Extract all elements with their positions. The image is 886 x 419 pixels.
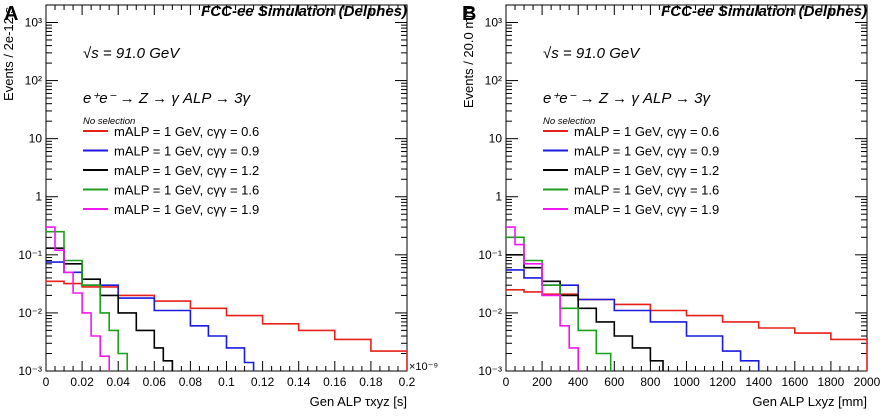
series-line-1 bbox=[46, 261, 255, 371]
legend-entry: mALP = 1 GeV, cγγ = 1.2 bbox=[574, 163, 719, 178]
energy-label: √s = 91.0 GeV bbox=[543, 45, 641, 62]
legend-entry: mALP = 1 GeV, cγγ = 0.6 bbox=[574, 124, 719, 139]
y-tick-label: 1 bbox=[495, 190, 502, 204]
y-tick-label: 10⁻² bbox=[478, 306, 502, 320]
legend-entry: mALP = 1 GeV, cγγ = 1.9 bbox=[574, 202, 719, 217]
x-tick-label: 0.14 bbox=[287, 375, 311, 389]
y-tick-label: 10 bbox=[489, 132, 503, 146]
x-tick-label: 0.16 bbox=[323, 375, 347, 389]
process-label: e⁺e⁻ → Z → γ ALP → 3γ bbox=[543, 90, 711, 107]
x-axis-title: Gen ALP Lxyz [mm] bbox=[752, 394, 867, 409]
y-axis-title: Events / 2e-12 s bbox=[1, 7, 16, 101]
y-axis-title: Events / 20.0 mm bbox=[461, 7, 476, 108]
chart-panel-a: 10⁻³ 10⁻² 10⁻¹ 1 10 10² 10³ 0 0.02 0.04 0.06 0.08 0.… bbox=[1, 3, 438, 409]
y-tick-label: 10⁻¹ bbox=[18, 248, 42, 262]
panel-letter: A bbox=[4, 3, 18, 25]
x-tick-label: 0.08 bbox=[179, 375, 203, 389]
y-tick-label: 10 bbox=[29, 132, 43, 146]
x-tick-label: 1000 bbox=[673, 375, 700, 389]
x-tick-label: 2000 bbox=[854, 375, 881, 389]
x-tick-label: 1400 bbox=[745, 375, 772, 389]
x-tick-label: 0.02 bbox=[70, 375, 94, 389]
series-line-2 bbox=[46, 247, 174, 371]
x-tick-label: 1200 bbox=[709, 375, 736, 389]
selection-label: No selection bbox=[83, 116, 135, 127]
x-exponent-label: ×10⁻⁹ bbox=[409, 361, 438, 373]
y-tick-label: 10² bbox=[25, 74, 42, 88]
x-tick-label: 0 bbox=[43, 375, 50, 389]
series-line-2 bbox=[506, 254, 664, 371]
legend-entry: mALP = 1 GeV, cγγ = 0.9 bbox=[114, 144, 259, 159]
legend-entry: mALP = 1 GeV, cγγ = 1.2 bbox=[114, 163, 259, 178]
y-tick-label: 10⁻³ bbox=[18, 364, 42, 378]
x-tick-label: 1600 bbox=[781, 375, 808, 389]
x-tick-label: 800 bbox=[640, 375, 660, 389]
x-tick-label: 0.12 bbox=[251, 375, 275, 389]
x-tick-label: 0.2 bbox=[399, 375, 416, 389]
chart-panel-b: 10⁻³ 10⁻² 10⁻¹ 1 10 10² 10³ 0 200 400 600 800 1000 12… bbox=[461, 3, 881, 409]
legend-entry: mALP = 1 GeV, cγγ = 0.6 bbox=[114, 124, 259, 139]
energy-label: √s = 91.0 GeV bbox=[83, 45, 181, 62]
chart-title: FCC-ee Simulation (Delphes) bbox=[661, 3, 867, 20]
series-line-3 bbox=[506, 236, 612, 371]
x-tick-label: 0.1 bbox=[218, 375, 235, 389]
y-tick-label: 1 bbox=[35, 190, 42, 204]
x-tick-label: 0 bbox=[503, 375, 510, 389]
process-label: e⁺e⁻ → Z → γ ALP → 3γ bbox=[83, 90, 251, 107]
y-tick-label: 10² bbox=[485, 74, 502, 88]
panel-letter: B bbox=[462, 3, 476, 25]
legend-entry: mALP = 1 GeV, cγγ = 1.9 bbox=[114, 202, 259, 217]
series-line-4 bbox=[46, 226, 110, 371]
y-tick-label: 10⁻¹ bbox=[478, 248, 502, 262]
legend-entry: mALP = 1 GeV, cγγ = 1.6 bbox=[114, 183, 259, 198]
x-tick-label: 1800 bbox=[818, 375, 845, 389]
y-tick-label: 10⁻³ bbox=[478, 364, 502, 378]
x-tick-label: 200 bbox=[532, 375, 552, 389]
x-tick-label: 0.04 bbox=[107, 375, 131, 389]
legend-entry: mALP = 1 GeV, cγγ = 0.9 bbox=[574, 144, 719, 159]
legend-entry: mALP = 1 GeV, cγγ = 1.6 bbox=[574, 183, 719, 198]
series-line-4 bbox=[506, 226, 579, 371]
selection-label: No selection bbox=[543, 116, 595, 127]
x-tick-label: 400 bbox=[568, 375, 588, 389]
series-line-0 bbox=[46, 280, 408, 371]
x-axis-title: Gen ALP τxyz [s] bbox=[310, 394, 407, 409]
y-tick-label: 10⁻² bbox=[18, 306, 42, 320]
chart-title: FCC-ee Simulation (Delphes) bbox=[201, 3, 407, 20]
x-tick-label: 0.18 bbox=[359, 375, 383, 389]
x-tick-label: 0.06 bbox=[143, 375, 167, 389]
series-line-3 bbox=[46, 230, 128, 371]
y-tick-label: 10³ bbox=[485, 15, 502, 29]
y-tick-label: 10³ bbox=[25, 15, 42, 29]
x-tick-label: 600 bbox=[604, 375, 624, 389]
